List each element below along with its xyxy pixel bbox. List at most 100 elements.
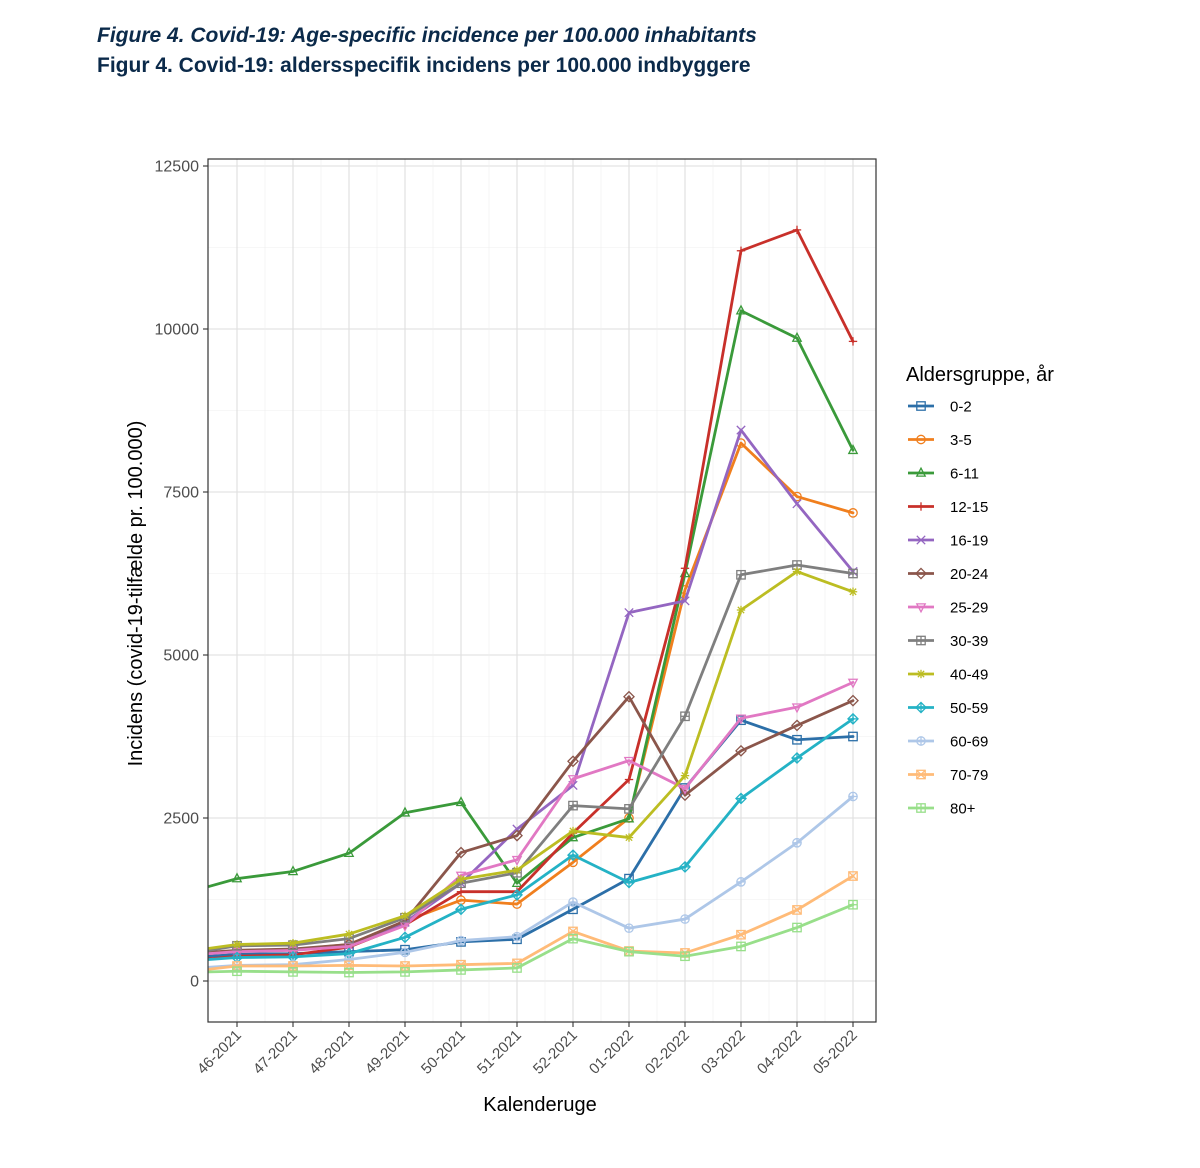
series-line-25-29 [208, 680, 855, 956]
marker-triangle [455, 796, 467, 807]
data-point-40-49 [512, 865, 522, 875]
data-point-25-29 [455, 871, 467, 882]
marker-diamond [679, 789, 691, 802]
legend-item-16-19: 16-19 [908, 533, 988, 550]
series-line-6-11 [208, 309, 855, 888]
marker-circle [916, 434, 926, 445]
data-point-50-59 [511, 888, 523, 901]
marker-stroke [513, 866, 521, 874]
data-point-20-24 [455, 846, 467, 859]
marker-triangle-down [511, 855, 523, 866]
data-point-25-29 [567, 775, 579, 786]
data-point-60-69 [680, 914, 690, 924]
data-point-80+ [288, 967, 298, 977]
marker-square [736, 929, 746, 940]
series-lines [208, 225, 859, 978]
x-tick-label: 02-2022 [642, 1027, 693, 1078]
data-point-12-15 [680, 564, 690, 573]
data-point-40-49 [232, 940, 242, 949]
legend-label: 70-79 [950, 767, 988, 784]
marker-stroke [916, 769, 926, 780]
y-tick-label: 12500 [155, 159, 200, 176]
marker-stroke [233, 940, 241, 949]
data-point-60-69 [400, 947, 410, 958]
x-tick-label: 47-2021 [250, 1027, 301, 1078]
legend-item-3-5: 3-5 [908, 432, 972, 449]
marker-stroke [917, 670, 925, 678]
marker-stroke [792, 499, 802, 509]
series-40-49 [208, 567, 858, 950]
legend-label: 16-19 [950, 533, 988, 550]
data-point-20-24 [847, 694, 859, 707]
x-tick-label: 51-2021 [474, 1027, 525, 1078]
marker-diamond [847, 694, 859, 707]
data-point-20-24 [735, 744, 747, 757]
y-tick-label: 0 [190, 974, 199, 991]
marker-square [916, 769, 926, 780]
marker-stroke [625, 833, 633, 842]
data-point-25-29 [735, 714, 747, 725]
marker-triangle [915, 466, 927, 477]
data-point-60-69 [512, 931, 522, 942]
legend-item-40-49: 40-49 [908, 667, 988, 684]
data-point-50-59 [679, 860, 691, 873]
chart-title-danish: Figur 4. Covid-19: aldersspecifik incide… [97, 54, 751, 77]
series-50-59 [208, 712, 859, 964]
data-point-80+ [624, 946, 634, 957]
marker-stroke [792, 905, 802, 915]
legend-label: 12-15 [950, 499, 988, 516]
data-point-6-11 [623, 812, 635, 823]
data-point-12-15 [456, 887, 466, 896]
marker-triangle-down [915, 603, 927, 614]
data-point-6-11 [455, 796, 467, 807]
plot-panel-background [208, 159, 876, 1022]
data-point-80+ [232, 966, 242, 977]
data-point-80+ [848, 899, 858, 910]
marker-stroke [400, 961, 410, 971]
x-axis-title: Kalenderuge [483, 1094, 596, 1116]
marker-stroke [568, 780, 578, 791]
marker-diamond [567, 755, 579, 768]
data-point-12-15 [736, 246, 746, 255]
x-tick-label: 03-2022 [698, 1027, 749, 1078]
data-point-60-69 [848, 791, 858, 802]
y-axis: 0 2500 5000 7500 10000 12500 [155, 159, 208, 991]
x-tick-label: 04-2022 [754, 1027, 805, 1078]
legend-item-60-69: 60-69 [908, 734, 988, 751]
data-point-12-15 [792, 225, 802, 235]
marker-triangle [511, 876, 523, 887]
data-point-80+ [400, 967, 410, 977]
data-point-20-24 [511, 829, 523, 842]
marker-triangle [399, 806, 411, 817]
data-point-16-19 [680, 596, 690, 606]
legend-item-0-2: 0-2 [908, 399, 972, 416]
data-point-40-49 [456, 875, 466, 884]
y-tick-label: 2500 [163, 811, 199, 828]
data-point-60-69 [344, 954, 354, 965]
data-point-3-5 [848, 508, 858, 518]
marker-stroke [512, 824, 522, 834]
data-point-6-11 [791, 331, 803, 342]
legend-label: 25-29 [950, 600, 988, 617]
legend-label: 60-69 [950, 734, 988, 751]
marker-square [792, 905, 802, 915]
x-tick-label: 05-2022 [810, 1027, 861, 1078]
data-point-6-11 [847, 444, 859, 455]
data-point-80+ [344, 967, 354, 978]
data-point-30-39 [568, 800, 578, 811]
series-25-29 [208, 678, 859, 958]
data-point-70-79 [848, 871, 858, 881]
marker-triangle [847, 444, 859, 455]
data-point-40-49 [680, 771, 690, 780]
marker-stroke [345, 930, 353, 938]
legend-item-30-39: 30-39 [908, 633, 988, 650]
data-point-6-11 [399, 806, 411, 817]
chart-title-english: Figure 4. Covid-19: Age-specific inciden… [97, 24, 757, 47]
marker-stroke [793, 567, 801, 576]
data-point-50-59 [791, 752, 803, 764]
marker-stroke [848, 871, 858, 881]
data-point-50-59 [567, 849, 579, 862]
data-point-20-24 [567, 755, 579, 768]
series-80+ [208, 899, 858, 978]
data-point-60-69 [568, 897, 578, 907]
